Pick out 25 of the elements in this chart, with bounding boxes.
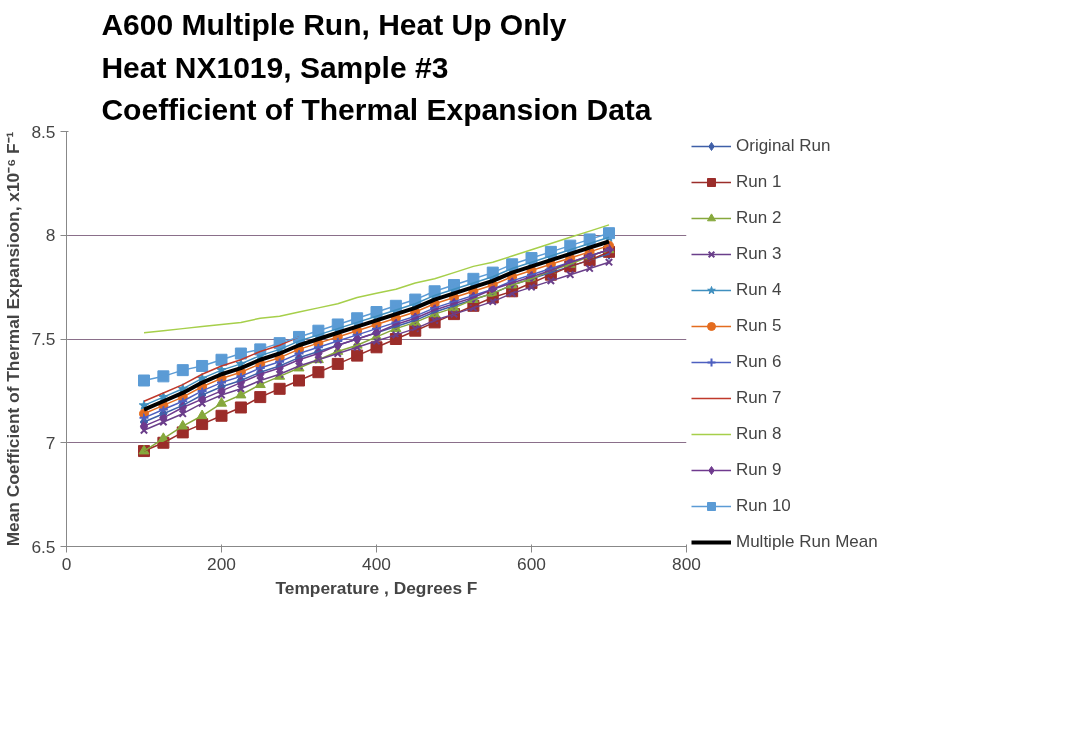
y-tick-label: 7.5 <box>31 329 56 349</box>
legend-label: Run 7 <box>736 388 782 408</box>
legend-label: Run 5 <box>736 316 782 336</box>
legend-label: Multiple Run Mean <box>736 532 878 552</box>
legend-label: Run 8 <box>736 424 782 444</box>
x-tick-label: 600 <box>517 553 546 574</box>
y-axis-title: Mean Coefficient of Thermal Expansioon, x10⁻⁶ F⁻¹ <box>3 131 24 547</box>
legend-label: Run 1 <box>736 172 782 192</box>
legend-label: Run 6 <box>736 352 782 372</box>
x-tick-label: 200 <box>207 553 236 574</box>
legend-label: Run 10 <box>736 496 791 516</box>
legend-label: Run 4 <box>736 280 782 300</box>
x-tick-label: 400 <box>362 553 391 574</box>
legend-label: Run 3 <box>736 244 782 264</box>
chart-title: A600 Multiple Run, Heat Up Only Heat NX1019, Sample #3 Coefficient of Thermal Expansion Data <box>101 7 652 127</box>
y-tick-label: 8.5 <box>31 121 56 142</box>
x-axis-title: Temperature , Degrees F <box>275 577 478 598</box>
y-tick-label: 6.5 <box>31 536 56 557</box>
legend-label: Run 2 <box>736 208 782 228</box>
y-tick-label: 7 <box>45 432 56 453</box>
x-tick-label: 0 <box>61 553 72 574</box>
legend-label: Run 9 <box>736 460 782 480</box>
legend-label: Original Run <box>736 136 831 156</box>
y-tick-label: 8 <box>45 225 56 246</box>
x-tick-label: 800 <box>672 553 701 574</box>
